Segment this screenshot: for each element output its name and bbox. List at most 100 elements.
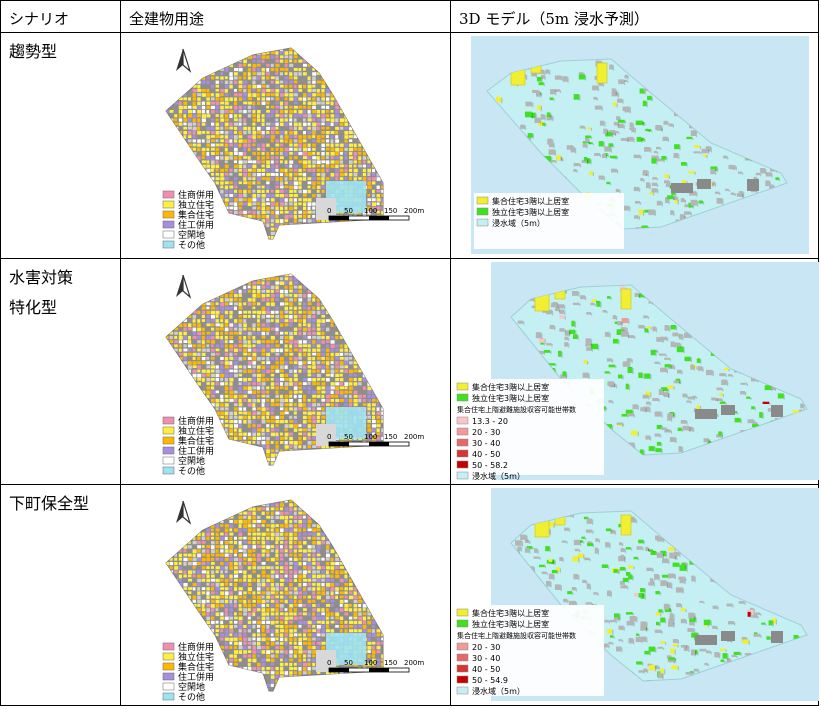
scale-label: 0 — [327, 207, 331, 215]
scale-label: 150 — [384, 433, 397, 441]
header-3d-model: 3D モデル（5m 浸水予測） — [450, 0, 819, 33]
legend-label: 独立住宅3階以上居室 — [472, 393, 549, 403]
legend-swatch — [162, 416, 175, 425]
legend-label: 住工併用 — [178, 219, 214, 231]
legend-swatch — [456, 393, 469, 402]
scale-label: 150 — [384, 207, 397, 215]
legend-label: その他 — [178, 691, 205, 703]
legend-label: 20 - 30 — [472, 428, 500, 437]
legend-label: 住商併用 — [178, 189, 214, 201]
row-shitamachi: 下町保全型 住商併用 独立住宅 集合住宅 住工併用 空閑地 その他 0 50 100 150 200… — [0, 484, 819, 706]
scale-label: 200m — [404, 659, 424, 667]
legend-label: 集合住宅3階以上居室 — [472, 608, 549, 618]
legend-swatch — [162, 436, 175, 445]
legend-label: 住工併用 — [178, 671, 214, 683]
scale-label: 150 — [384, 659, 397, 667]
header-row: シナリオ 全建物用途 3D モデル（5m 浸水予測） — [0, 0, 819, 33]
legend-swatch — [456, 686, 469, 695]
model-cell: 集合住宅3階以上居室 独立住宅3階以上居室 浸水域（5m） — [450, 32, 819, 259]
scale-label: 50 — [344, 433, 353, 441]
legend-label: 空閑地 — [178, 681, 205, 693]
scale-bar: 0 50 100 150 200m — [327, 659, 424, 673]
scale-label: 0 — [327, 433, 331, 441]
legend-swatch — [162, 446, 175, 455]
legend-label: その他 — [178, 239, 205, 251]
legend-title: 集合住宅上階避難施設収容可能世帯数 — [457, 405, 576, 414]
legend-swatch — [456, 664, 469, 673]
legend-swatch — [162, 672, 175, 681]
legend-swatch — [456, 382, 469, 391]
legend-swatch — [162, 642, 175, 651]
legend-swatch — [476, 218, 489, 227]
legend-label: 50 - 58.2 — [472, 461, 508, 470]
legend-label: 40 - 50 — [472, 665, 500, 674]
legend-label: 50 - 54.9 — [472, 676, 508, 685]
map-cell: 住商併用 独立住宅 集合住宅 住工併用 空閑地 その他 0 50 100 150 200m — [120, 484, 451, 706]
header-building-use: 全建物用途 — [120, 0, 451, 33]
scale-label: 200m — [404, 433, 424, 441]
legend-swatch — [162, 682, 175, 691]
legend-label: 浸水域（5m） — [492, 218, 545, 228]
legend-label: 独立住宅 — [178, 425, 214, 437]
legend-swatch — [476, 207, 489, 216]
legend-label: その他 — [178, 465, 205, 477]
legend-label: 20 - 30 — [472, 643, 500, 652]
legend-swatch — [456, 653, 469, 662]
header-scenario: シナリオ — [0, 0, 121, 33]
legend-swatch — [456, 460, 469, 469]
scenario-name-line2: 特化型 — [9, 298, 58, 317]
row-flood-specialized: 水害対策 特化型 住商併用 独立住宅 集合住宅 住工併用 空閑地 その他 0 50 100 150… — [0, 258, 819, 485]
scenario-name-line1: 水害対策 — [9, 268, 74, 287]
legend-label: 浸水域（5m） — [472, 686, 525, 696]
header-scenario-text: シナリオ — [9, 10, 70, 28]
legend-swatch — [162, 200, 175, 209]
legend-title: 集合住宅上階避難施設収容可能世帯数 — [457, 631, 576, 640]
legend-swatch — [162, 190, 175, 199]
legend-label: 住商併用 — [178, 641, 214, 653]
legend-swatch — [456, 471, 469, 480]
legend-swatch — [456, 427, 469, 436]
legend-label: 30 - 40 — [472, 439, 500, 448]
legend-label: 集合住宅 — [178, 661, 214, 673]
legend-swatch — [162, 230, 175, 239]
scenario-name: 下町保全型 — [9, 494, 90, 513]
legend-label: 空閑地 — [178, 455, 205, 467]
header-3d-model-text: 3D モデル（5m 浸水予測） — [459, 10, 649, 28]
scale-label: 100 — [364, 207, 377, 215]
legend-label: 浸水域（5m） — [472, 471, 525, 481]
legend-label: 40 - 50 — [472, 450, 500, 459]
legend-label: 集合住宅3階以上居室 — [472, 382, 549, 392]
legend-swatch — [162, 210, 175, 219]
north-arrow-icon — [176, 500, 192, 525]
legend-label: 独立住宅3階以上居室 — [472, 619, 549, 629]
model-cell: 集合住宅3階以上居室 独立住宅3階以上居室集合住宅上階避難施設収容可能世帯数 20 … — [450, 484, 819, 706]
scenario-cell: 水害対策 特化型 — [0, 258, 121, 485]
map-cell: 住商併用 独立住宅 集合住宅 住工併用 空閑地 その他 0 50 100 150 200m — [120, 258, 451, 485]
scale-label: 100 — [364, 433, 377, 441]
legend-swatch — [162, 240, 175, 249]
legend-swatch — [456, 449, 469, 458]
map-cell: 住商併用 独立住宅 集合住宅 住工併用 空閑地 その他 0 50 100 150 200m — [120, 32, 451, 259]
legend-label: 空閑地 — [178, 229, 205, 241]
legend-swatch — [456, 438, 469, 447]
legend-label: 独立住宅 — [178, 199, 214, 211]
scenario-cell: 趨勢型 — [0, 32, 121, 259]
legend-swatch — [162, 692, 175, 701]
scale-label: 50 — [344, 207, 353, 215]
legend-label: 集合住宅3階以上居室 — [492, 196, 569, 206]
scale-label: 200m — [404, 207, 424, 215]
legend-swatch — [162, 220, 175, 229]
header-building-use-text: 全建物用途 — [129, 10, 205, 28]
legend-label: 30 - 40 — [472, 654, 500, 663]
north-arrow-icon — [176, 274, 192, 299]
legend-swatch — [162, 466, 175, 475]
